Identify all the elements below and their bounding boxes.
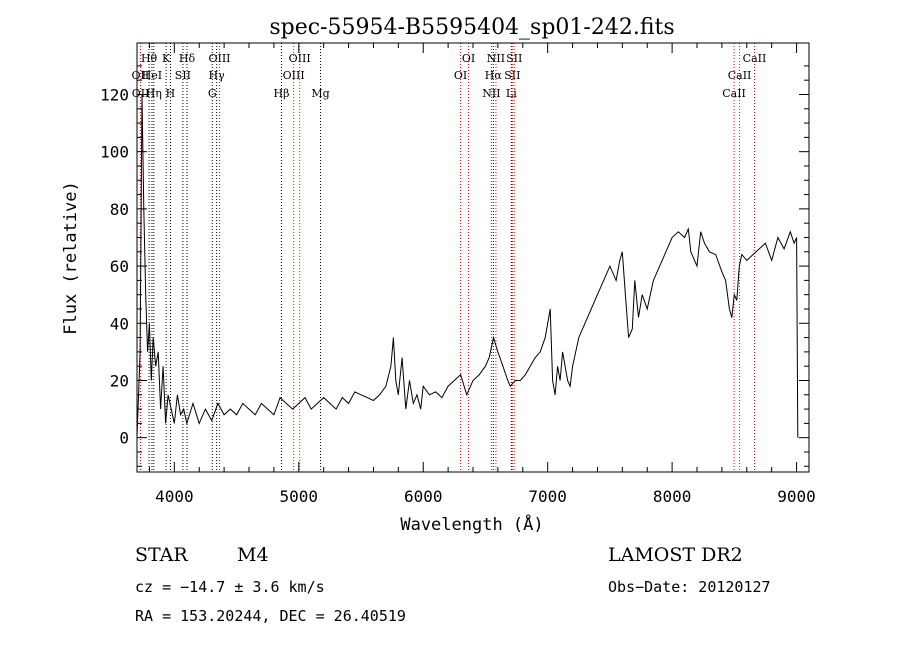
spectrum-series	[136, 94, 799, 438]
spectral-line-label: SII	[506, 52, 522, 65]
spectral-line-label: Hβ	[274, 87, 290, 100]
spectral-line-label: CaII	[728, 69, 752, 82]
line-markers	[139, 43, 755, 472]
x-tick-label: 9000	[777, 487, 816, 506]
spectral-line-label: NII	[482, 87, 500, 100]
spectral-line-label: Hθ	[141, 52, 158, 65]
x-axis: 4000 5000 6000 7000 8000 9000	[148, 43, 816, 506]
survey-label: LAMOST DR2	[608, 544, 743, 566]
spectral-line-label: OIII	[289, 52, 311, 65]
y-tick-label: 120	[100, 85, 129, 104]
velocity-text: cz = −14.7 ± 3.6 km/s	[135, 578, 325, 596]
x-tick-label: 8000	[653, 487, 692, 506]
spectral-line-label: Hδ	[179, 52, 196, 65]
x-tick-label: 6000	[404, 487, 443, 506]
spectral-line-label: H	[166, 87, 176, 100]
y-tick-label: 60	[110, 257, 129, 276]
spectral-line-label: Hη	[146, 87, 162, 100]
y-axis: 0 20 40 60 80 100 120	[100, 65, 809, 467]
y-tick-label: 20	[110, 371, 129, 390]
spectral-line-label: CaII	[743, 52, 767, 65]
x-tick-label: 5000	[280, 487, 319, 506]
coords-text: RA = 153.20244, DEC = 26.40519	[135, 607, 406, 625]
spectral-line-label: Hγ	[209, 69, 226, 82]
x-tick-label: 7000	[528, 487, 567, 506]
y-axis-label: Flux (relative)	[61, 181, 81, 335]
spectral-line-label: OIII	[208, 52, 230, 65]
class-label: STAR	[135, 544, 188, 566]
plot-frame	[136, 42, 810, 473]
subclass-label: M4	[237, 544, 269, 566]
spectral-line-label: SII	[175, 69, 191, 82]
spectral-line-label: CaII	[722, 87, 746, 100]
obs-date-text: Obs−Date: 20120127	[608, 578, 771, 596]
spectral-line-label: OIII	[283, 69, 305, 82]
spectral-line-label: OII	[132, 87, 150, 100]
x-tick-label: 4000	[155, 487, 194, 506]
x-axis-label: Wavelength (Å)	[400, 513, 543, 535]
spectral-line-label: NII	[487, 52, 505, 65]
y-tick-label: 0	[119, 429, 129, 448]
spectral-line-label: OI	[462, 52, 475, 65]
y-tick-label: 80	[110, 200, 129, 219]
spectral-line-label: Li	[506, 87, 517, 100]
spectral-line-label: K	[162, 52, 171, 65]
chart-title: spec-55954-B5595404_sp01-242.fits	[269, 15, 674, 40]
spectral-line-label: OI	[454, 69, 467, 82]
spectral-line-label: Hα	[485, 69, 503, 82]
spectral-line-label: Mg	[311, 87, 329, 100]
y-tick-label: 40	[110, 314, 129, 333]
line-labels: OII OII Hθ HeI Hη K SII H Hδ OIII Hγ G OIII OIII Hβ Mg O…	[132, 52, 767, 100]
spectral-line-label: OII	[132, 69, 150, 82]
spectral-line-label: SII	[504, 69, 520, 82]
y-tick-label: 100	[100, 143, 129, 162]
spectrum-line	[136, 94, 799, 438]
spectral-line-label: G	[208, 87, 217, 100]
spectral-line-label: HeI	[142, 69, 162, 82]
